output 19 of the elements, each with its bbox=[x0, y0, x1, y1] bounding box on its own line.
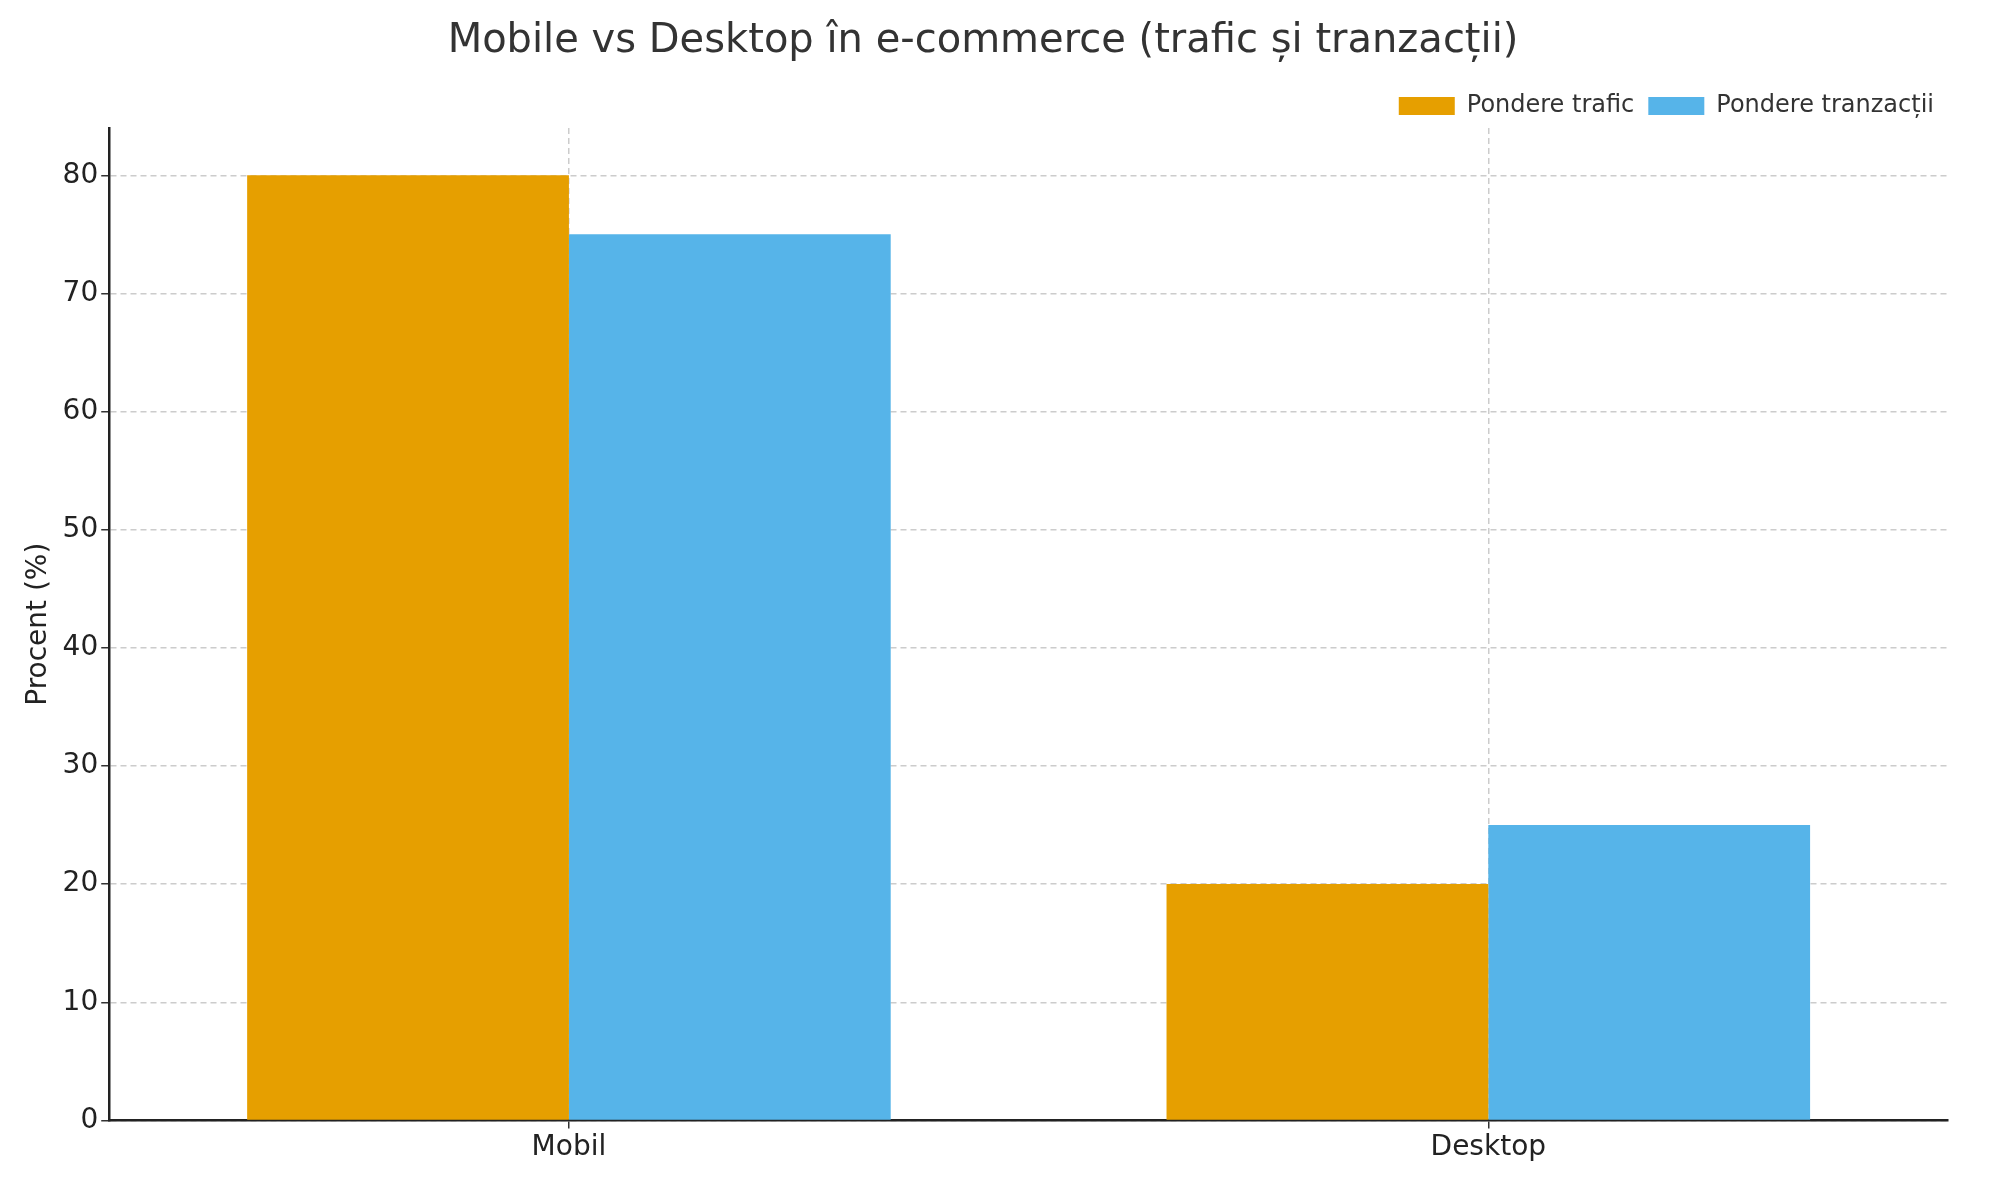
chart-title: Mobile vs Desktop în e-commerce (trafic și tranzacții) bbox=[447, 15, 1519, 63]
y-tick-label: 20 bbox=[62, 865, 99, 899]
bar bbox=[1166, 884, 1489, 1120]
y-tick-label: 50 bbox=[62, 510, 99, 544]
y-tick-label: 30 bbox=[62, 747, 99, 781]
y-tick-label: 80 bbox=[62, 156, 99, 190]
y-tick-label: 10 bbox=[62, 983, 99, 1017]
legend-label: Pondere tranzacții bbox=[1716, 90, 1934, 119]
x-tick-label: Mobil bbox=[531, 1129, 607, 1163]
y-tick-label: 40 bbox=[62, 629, 99, 663]
bar bbox=[1488, 825, 1811, 1120]
x-tick-label: Desktop bbox=[1430, 1129, 1547, 1163]
y-tick-label: 0 bbox=[80, 1101, 99, 1135]
bar bbox=[568, 234, 891, 1120]
legend-label: Pondere trafic bbox=[1466, 90, 1635, 119]
y-tick-label: 60 bbox=[62, 392, 99, 426]
y-tick-label: 70 bbox=[62, 274, 99, 308]
y-axis-title: Procent (%) bbox=[20, 542, 54, 706]
bar bbox=[247, 175, 569, 1120]
